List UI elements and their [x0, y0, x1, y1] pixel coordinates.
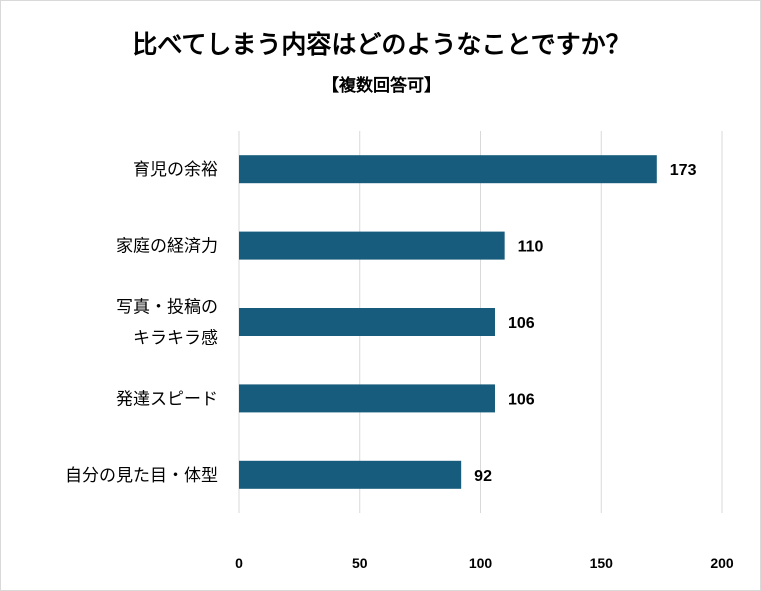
x-tick-label: 200 — [710, 555, 734, 571]
category-label: 写真・投稿の — [116, 298, 218, 318]
bar — [239, 308, 495, 336]
gridlines — [238, 131, 723, 513]
value-labels: 173 110 106 106 92 — [474, 162, 696, 485]
category-label: キラキラ感 — [133, 329, 218, 349]
data-label: 106 — [508, 391, 535, 408]
x-tick-label: 150 — [590, 555, 614, 571]
data-label: 110 — [518, 239, 544, 256]
category-label: 家庭の経済力 — [116, 237, 218, 257]
bar — [239, 460, 462, 489]
data-label: 173 — [670, 162, 697, 179]
chart-title: 比べてしまう内容はどのようなことですか？ — [132, 30, 631, 59]
chart-subtitle: 【複数回答可】 — [322, 76, 441, 96]
category-label: 自分の見た目・体型 — [65, 466, 218, 486]
bar — [239, 155, 657, 184]
x-tick-label: 50 — [352, 555, 368, 571]
bars — [239, 155, 657, 489]
data-label: 106 — [508, 315, 535, 332]
category-label: 育児の余裕 — [133, 160, 218, 180]
x-tick-label: 0 — [235, 555, 243, 571]
x-tick-labels: 0 50 100 150 200 — [235, 555, 734, 571]
bar — [239, 384, 495, 413]
data-label: 92 — [474, 468, 492, 485]
x-tick-label: 100 — [469, 555, 493, 571]
category-label: 発達スピード — [116, 389, 218, 409]
bar — [239, 231, 505, 260]
